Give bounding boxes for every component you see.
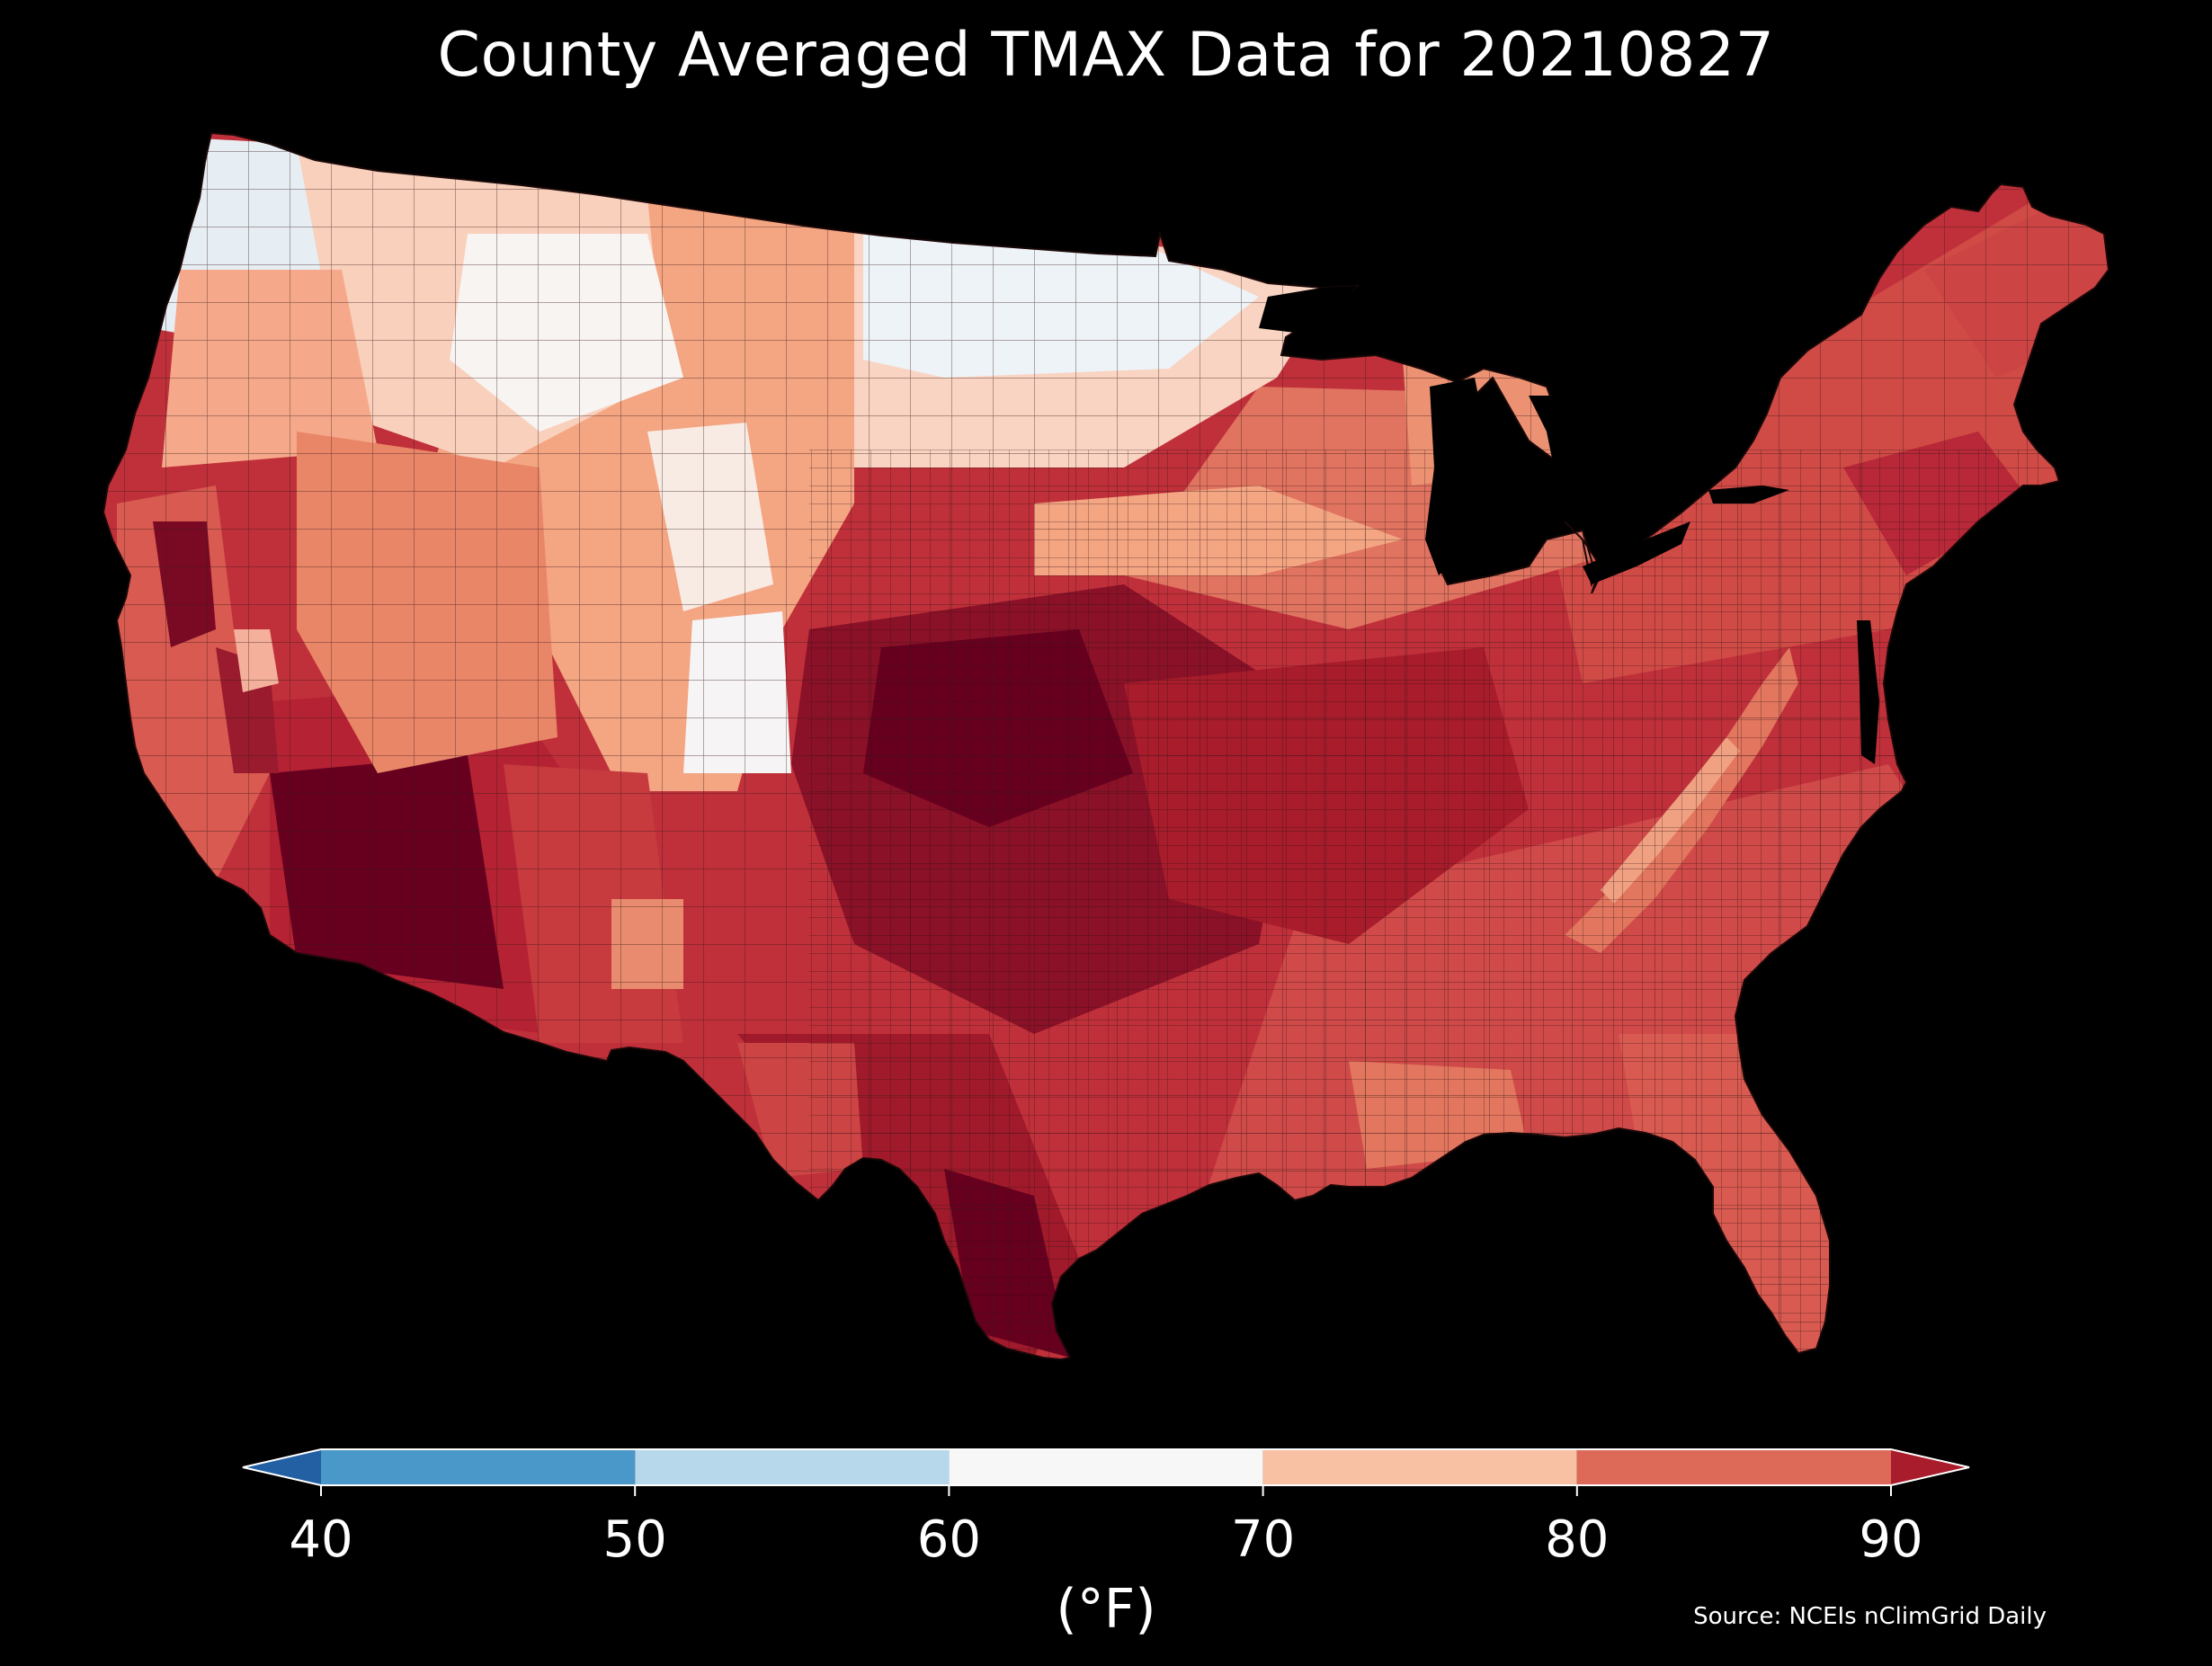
colorbar-extend-low [243,1449,321,1485]
tick-label-90: 90 [1859,1510,1923,1569]
colorbar-bin-50-60 [635,1449,950,1485]
figure-title: County Averaged TMAX Data for 20210827 [437,20,1775,91]
source-credit: Source: NCEIs nClimGrid Daily [1693,1603,2047,1630]
tick-label-50: 50 [602,1510,667,1569]
lake-ontario [1708,486,1789,503]
colorbar-bin-40-50 [321,1449,636,1485]
colorbar-bins [321,1449,1891,1485]
lake-michigan [1425,378,1484,575]
lake-superior [1259,286,1358,333]
colorbar-ticks [320,1485,1892,1496]
colorbar-extend-high [1891,1449,1969,1485]
colorbar-bin-60-70 [949,1449,1263,1485]
tick-label-60: 60 [916,1510,982,1569]
colorbar-bin-80-90 [1576,1449,1891,1485]
tick-label-70: 70 [1230,1510,1296,1569]
colorbar-unit-label: (°F) [1056,1578,1156,1641]
lake-huron [1529,396,1601,503]
tick-label-40: 40 [289,1510,353,1569]
lake-erie [1583,521,1690,584]
chesapeake-bay [1857,620,1879,764]
tick-label-80: 80 [1545,1510,1610,1569]
colorbar-bin-70-80 [1262,1449,1577,1485]
